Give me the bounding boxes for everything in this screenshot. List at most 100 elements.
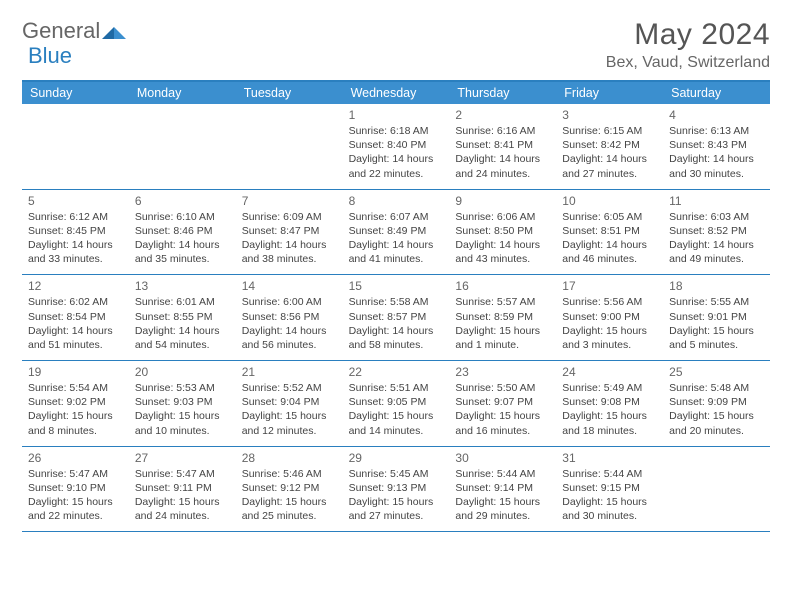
day-info: Sunrise: 6:07 AMSunset: 8:49 PMDaylight:… xyxy=(349,210,444,267)
day-cell: 15Sunrise: 5:58 AMSunset: 8:57 PMDayligh… xyxy=(343,275,450,360)
month-title: May 2024 xyxy=(606,18,770,52)
day-cell: 7 Sunrise: 6:09 AMSunset: 8:47 PMDaylight… xyxy=(236,190,343,275)
day-info: Sunrise: 6:12 AMSunset: 8:45 PMDaylight:… xyxy=(28,210,123,267)
day-cell: 11Sunrise: 6:03 AMSunset: 8:52 PMDayligh… xyxy=(663,190,770,275)
day-cell: 6Sunrise: 6:10 AMSunset: 8:46 PMDaylight… xyxy=(129,190,236,275)
day-info: Sunrise: 6:18 AMSunset: 8:40 PMDaylight:… xyxy=(349,124,444,181)
day-number: 27 xyxy=(135,451,230,465)
logo-word2: Blue xyxy=(28,43,72,69)
location: Bex, Vaud, Switzerland xyxy=(606,54,770,72)
day-number: 25 xyxy=(669,365,764,379)
day-cell: 10 Sunrise: 6:05 AMSunset: 8:51 PMDayligh… xyxy=(556,190,663,275)
day-info: Sunrise: 6:10 AMSunset: 8:46 PMDaylight:… xyxy=(135,210,230,267)
day-number: 24 xyxy=(562,365,657,379)
logo: General xyxy=(22,18,126,44)
day-info: Sunrise: 6:13 AMSunset: 8:43 PMDaylight:… xyxy=(669,124,764,181)
day-cell: 27 Sunrise: 5:47 AMSunset: 9:11 PMDayligh… xyxy=(129,447,236,532)
day-header-row: SundayMondayTuesdayWednesdayThursdayFrid… xyxy=(22,82,770,104)
empty-cell xyxy=(663,447,770,532)
day-info: Sunrise: 5:53 AMSunset: 9:03 PMDaylight:… xyxy=(135,381,230,438)
day-header-cell: Saturday xyxy=(663,82,770,104)
day-number: 28 xyxy=(242,451,337,465)
logo-word1: General xyxy=(22,18,100,44)
day-info: Sunrise: 5:48 AMSunset: 9:09 PMDaylight:… xyxy=(669,381,764,438)
weeks-container: 1Sunrise: 6:18 AMSunset: 8:40 PMDaylight… xyxy=(22,104,770,532)
day-cell: 19 Sunrise: 5:54 AMSunset: 9:02 PMDayligh… xyxy=(22,361,129,446)
day-header-cell: Monday xyxy=(129,82,236,104)
day-cell: 17Sunrise: 5:56 AMSunset: 9:00 PMDayligh… xyxy=(556,275,663,360)
day-cell: 4 Sunrise: 6:13 AMSunset: 8:43 PMDaylight… xyxy=(663,104,770,189)
week-row: 1Sunrise: 6:18 AMSunset: 8:40 PMDaylight… xyxy=(22,104,770,190)
day-number: 30 xyxy=(455,451,550,465)
day-cell: 25 Sunrise: 5:48 AMSunset: 9:09 PMDayligh… xyxy=(663,361,770,446)
day-header-cell: Tuesday xyxy=(236,82,343,104)
day-info: Sunrise: 5:45 AMSunset: 9:13 PMDaylight:… xyxy=(349,467,444,524)
day-number: 17 xyxy=(562,279,657,293)
day-info: Sunrise: 6:09 AMSunset: 8:47 PMDaylight:… xyxy=(242,210,337,267)
day-number: 20 xyxy=(135,365,230,379)
week-row: 19 Sunrise: 5:54 AMSunset: 9:02 PMDayligh… xyxy=(22,361,770,447)
calendar: SundayMondayTuesdayWednesdayThursdayFrid… xyxy=(22,80,770,532)
day-cell: 16 Sunrise: 5:57 AMSunset: 8:59 PMDayligh… xyxy=(449,275,556,360)
day-number: 7 xyxy=(242,194,337,208)
day-info: Sunrise: 6:05 AMSunset: 8:51 PMDaylight:… xyxy=(562,210,657,267)
day-cell: 13 Sunrise: 6:01 AMSunset: 8:55 PMDayligh… xyxy=(129,275,236,360)
title-block: May 2024 Bex, Vaud, Switzerland xyxy=(606,18,770,72)
day-info: Sunrise: 5:49 AMSunset: 9:08 PMDaylight:… xyxy=(562,381,657,438)
day-cell: 12 Sunrise: 6:02 AMSunset: 8:54 PMDayligh… xyxy=(22,275,129,360)
day-number: 13 xyxy=(135,279,230,293)
day-info: Sunrise: 6:06 AMSunset: 8:50 PMDaylight:… xyxy=(455,210,550,267)
day-info: Sunrise: 6:15 AMSunset: 8:42 PMDaylight:… xyxy=(562,124,657,181)
day-info: Sunrise: 6:01 AMSunset: 8:55 PMDaylight:… xyxy=(135,295,230,352)
header: General May 2024 Bex, Vaud, Switzerland xyxy=(22,18,770,72)
day-cell: 18Sunrise: 5:55 AMSunset: 9:01 PMDayligh… xyxy=(663,275,770,360)
day-cell: 3 Sunrise: 6:15 AMSunset: 8:42 PMDaylight… xyxy=(556,104,663,189)
day-number: 31 xyxy=(562,451,657,465)
day-cell: 22Sunrise: 5:51 AMSunset: 9:05 PMDayligh… xyxy=(343,361,450,446)
day-number: 8 xyxy=(349,194,444,208)
week-row: 5 Sunrise: 6:12 AMSunset: 8:45 PMDaylight… xyxy=(22,190,770,276)
day-cell: 28 Sunrise: 5:46 AMSunset: 9:12 PMDayligh… xyxy=(236,447,343,532)
day-number: 19 xyxy=(28,365,123,379)
day-number: 5 xyxy=(28,194,123,208)
day-cell: 2Sunrise: 6:16 AMSunset: 8:41 PMDaylight… xyxy=(449,104,556,189)
day-number: 9 xyxy=(455,194,550,208)
day-cell: 5 Sunrise: 6:12 AMSunset: 8:45 PMDaylight… xyxy=(22,190,129,275)
day-info: Sunrise: 6:02 AMSunset: 8:54 PMDaylight:… xyxy=(28,295,123,352)
day-number: 2 xyxy=(455,108,550,122)
day-info: Sunrise: 5:50 AMSunset: 9:07 PMDaylight:… xyxy=(455,381,550,438)
day-info: Sunrise: 5:57 AMSunset: 8:59 PMDaylight:… xyxy=(455,295,550,352)
day-info: Sunrise: 5:46 AMSunset: 9:12 PMDaylight:… xyxy=(242,467,337,524)
day-info: Sunrise: 5:54 AMSunset: 9:02 PMDaylight:… xyxy=(28,381,123,438)
day-cell: 20 Sunrise: 5:53 AMSunset: 9:03 PMDayligh… xyxy=(129,361,236,446)
day-info: Sunrise: 5:44 AMSunset: 9:14 PMDaylight:… xyxy=(455,467,550,524)
day-info: Sunrise: 5:44 AMSunset: 9:15 PMDaylight:… xyxy=(562,467,657,524)
day-number: 3 xyxy=(562,108,657,122)
day-cell: 21Sunrise: 5:52 AMSunset: 9:04 PMDayligh… xyxy=(236,361,343,446)
day-header-cell: Friday xyxy=(556,82,663,104)
day-number: 10 xyxy=(562,194,657,208)
day-number: 15 xyxy=(349,279,444,293)
day-number: 18 xyxy=(669,279,764,293)
empty-cell xyxy=(129,104,236,189)
day-info: Sunrise: 5:47 AMSunset: 9:10 PMDaylight:… xyxy=(28,467,123,524)
day-cell: 26Sunrise: 5:47 AMSunset: 9:10 PMDayligh… xyxy=(22,447,129,532)
day-number: 23 xyxy=(455,365,550,379)
day-header-cell: Thursday xyxy=(449,82,556,104)
day-header-cell: Sunday xyxy=(22,82,129,104)
day-number: 22 xyxy=(349,365,444,379)
day-number: 29 xyxy=(349,451,444,465)
day-info: Sunrise: 5:47 AMSunset: 9:11 PMDaylight:… xyxy=(135,467,230,524)
day-number: 11 xyxy=(669,194,764,208)
day-cell: 24 Sunrise: 5:49 AMSunset: 9:08 PMDayligh… xyxy=(556,361,663,446)
empty-cell xyxy=(236,104,343,189)
day-cell: 29 Sunrise: 5:45 AMSunset: 9:13 PMDayligh… xyxy=(343,447,450,532)
day-cell: 14Sunrise: 6:00 AMSunset: 8:56 PMDayligh… xyxy=(236,275,343,360)
day-cell: 9 Sunrise: 6:06 AMSunset: 8:50 PMDaylight… xyxy=(449,190,556,275)
day-number: 12 xyxy=(28,279,123,293)
day-number: 16 xyxy=(455,279,550,293)
day-number: 4 xyxy=(669,108,764,122)
day-cell: 30 Sunrise: 5:44 AMSunset: 9:14 PMDayligh… xyxy=(449,447,556,532)
week-row: 26Sunrise: 5:47 AMSunset: 9:10 PMDayligh… xyxy=(22,447,770,533)
day-cell: 23 Sunrise: 5:50 AMSunset: 9:07 PMDayligh… xyxy=(449,361,556,446)
